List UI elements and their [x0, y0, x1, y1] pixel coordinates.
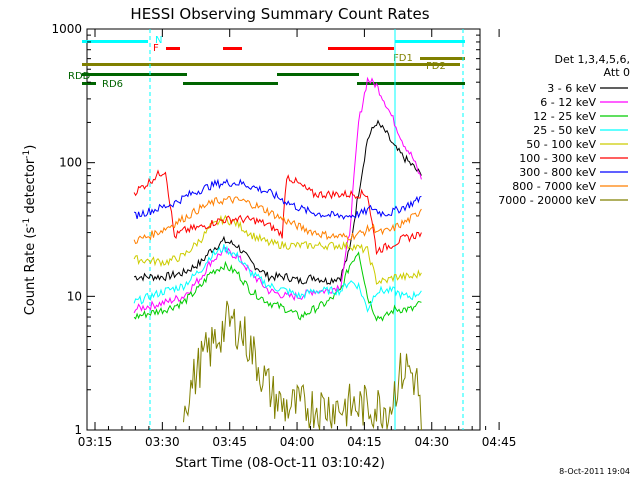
- x-axis: 03:15 03:30 03:45 04:00 04:15 04:30 04:45: [78, 29, 517, 449]
- y-axis-title-mid: detector: [23, 158, 38, 218]
- x-tick-label-5: 04:15: [347, 435, 382, 449]
- annot-label-f: F: [153, 43, 159, 54]
- fd1-bar: [82, 63, 460, 66]
- annot-label-rd6: RD6: [102, 79, 123, 90]
- series-line-1: [133, 119, 422, 285]
- y-axis-title-close: ): [23, 145, 38, 150]
- series-line-3: [133, 251, 422, 322]
- y-axis-title-main: Count Rate (s: [23, 227, 38, 316]
- y-axis-title: Count Rate (s-1 detector-1): [22, 145, 38, 316]
- rdd-bar-2: [277, 73, 359, 76]
- series-line-2: [133, 76, 422, 314]
- legend-label-7: 300 - 800 keV: [519, 166, 596, 179]
- annot-label-n: N: [155, 35, 162, 46]
- series-line-6: [133, 169, 422, 256]
- rd6-bar-3: [357, 82, 465, 85]
- annot-label-fd2: FD2: [426, 61, 446, 72]
- legend-label-4: 25 - 50 keV: [533, 124, 596, 137]
- legend-header-2: Att 0: [604, 66, 630, 79]
- legend-header-1: Det 1,3,4,5,6,: [554, 53, 630, 66]
- x-tick-label-1: 03:15: [78, 435, 113, 449]
- x-tick-label-3: 03:45: [212, 435, 247, 449]
- series-line-5: [133, 214, 422, 285]
- chart-title: HESSI Observing Summary Count Rates: [130, 5, 429, 23]
- observing-state-bars: [82, 40, 465, 85]
- legend-label-1: 3 - 6 keV: [547, 82, 596, 95]
- y-tick-label-4: 1000: [51, 22, 82, 36]
- y-axis-title-sup1: -1: [22, 218, 32, 227]
- night-bar-left: [82, 40, 148, 43]
- rdd-bar-1: [82, 73, 187, 76]
- night-bar-right: [395, 40, 465, 43]
- annot-label-fd1: FD1: [393, 53, 413, 64]
- legend-label-9: 7000 - 20000 keV: [498, 194, 596, 207]
- generated-timestamp: 8-Oct-2011 19:04: [559, 467, 630, 476]
- x-tick-label-4: 04:00: [280, 435, 315, 449]
- legend-label-2: 6 - 12 keV: [540, 96, 596, 109]
- rd6-bar-1: [82, 82, 96, 85]
- series-line-4: [133, 244, 422, 313]
- annot-label-rdd: RDD: [68, 71, 91, 82]
- series-line-8: [133, 196, 422, 245]
- x-tick-label-2: 03:30: [145, 435, 180, 449]
- y-axis-title-sup2: -1: [22, 150, 32, 159]
- series-line-7: [133, 178, 422, 220]
- legend-label-3: 12 - 25 keV: [533, 110, 596, 123]
- rd6-bar-2: [183, 82, 278, 85]
- series-line-9: [183, 300, 422, 431]
- fd2-bar: [420, 57, 465, 60]
- legend-label-5: 50 - 100 keV: [526, 138, 596, 151]
- x-axis-title: Start Time (08-Oct-11 03:10:42): [175, 456, 385, 471]
- x-tick-label-7: 04:45: [482, 435, 517, 449]
- y-axis: 1 10 100 1000: [51, 22, 480, 437]
- series-layer: [133, 76, 422, 431]
- y-tick-label-1: 1: [74, 423, 82, 437]
- y-tick-label-3: 100: [59, 156, 82, 170]
- x-tick-label-6: 04:30: [414, 435, 449, 449]
- legend-label-8: 800 - 7000 keV: [512, 180, 596, 193]
- flare-bar-2: [223, 47, 242, 50]
- legend-label-6: 100 - 300 keV: [519, 152, 596, 165]
- flare-bar-3: [328, 47, 394, 50]
- flare-bar-1: [166, 47, 180, 50]
- y-tick-label-2: 10: [67, 289, 82, 303]
- plot-area: [86, 28, 481, 431]
